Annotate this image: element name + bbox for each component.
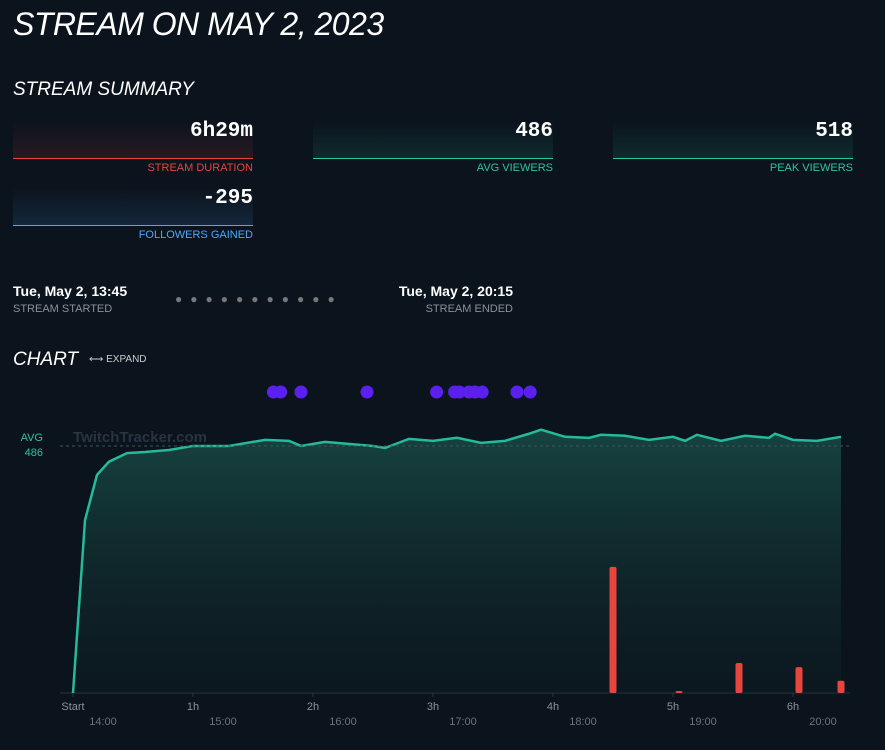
- stat-value: 486: [515, 120, 553, 143]
- end: Tue, May 2, 20:15 STREAM ENDED: [399, 283, 513, 315]
- stat: 518 PEAK VIEWERS: [613, 120, 853, 174]
- x-time-label: 17:00: [449, 716, 477, 728]
- stat-value: 6h29m: [189, 120, 253, 143]
- x-tick-label: 4h: [547, 701, 559, 713]
- stat-label: STREAM DURATION: [147, 162, 253, 174]
- x-tick-label: 5h: [667, 701, 679, 713]
- avg-label: AVG: [21, 432, 43, 444]
- event: [510, 385, 524, 399]
- start: Tue, May 2, 13:45 STREAM STARTED: [13, 283, 127, 315]
- watermark: TwitchTracker.com: [73, 429, 207, 446]
- x-time-label: 19:00: [689, 716, 717, 728]
- event: [294, 385, 308, 399]
- x-time-label: 18:00: [569, 716, 597, 728]
- chart-heading: CHART: [13, 349, 79, 370]
- stat-label: FOLLOWERS GAINED: [138, 229, 253, 241]
- event: [475, 385, 489, 399]
- event: [430, 385, 444, 399]
- bar: [609, 566, 617, 693]
- x-time-label: 20:00: [809, 716, 837, 728]
- stat: 6h29m STREAM DURATION: [13, 120, 253, 174]
- event: [452, 385, 466, 399]
- page-title: STREAM ON MAY 2, 2023: [13, 6, 384, 42]
- event: [360, 385, 374, 399]
- stat-label: AVG VIEWERS: [476, 162, 553, 174]
- summary-heading: STREAM SUMMARY: [13, 79, 194, 100]
- bar: [837, 680, 845, 693]
- x-tick-label: 3h: [427, 701, 439, 713]
- bar: [675, 690, 683, 693]
- stat: 486 AVG VIEWERS: [313, 120, 553, 174]
- area: [73, 429, 841, 693]
- viewer-line: [71, 428, 842, 694]
- expand-button[interactable]: ⟷ EXPAND: [89, 354, 147, 365]
- x-tick-label: 6h: [787, 701, 799, 713]
- x-tick-label: Start: [61, 701, 84, 713]
- x-time-label: 15:00: [209, 716, 237, 728]
- stat-label: PEAK VIEWERS: [769, 162, 853, 174]
- event: [523, 385, 537, 399]
- event: [274, 385, 288, 399]
- x-tick-label: 2h: [307, 701, 319, 713]
- start-label: STREAM STARTED: [13, 303, 113, 315]
- expand-label: EXPAND: [106, 354, 147, 365]
- chart: TwitchTracker.com AVG 486 Start 1h 2h 3h 4h 5h 6h…: [21, 385, 850, 728]
- start-time: Tue, May 2, 13:45: [13, 283, 128, 299]
- bar: [735, 663, 743, 693]
- x-tick-label: 1h: [187, 701, 199, 713]
- end-label: STREAM ENDED: [425, 303, 513, 315]
- timeline-dots: ●●●●●●●●●●●: [175, 292, 343, 306]
- stat: -295 FOLLOWERS GAINED: [13, 187, 253, 241]
- stat-value: -295: [202, 187, 253, 210]
- stat-value: 518: [815, 120, 853, 143]
- x-time-label: 16:00: [329, 716, 357, 728]
- x-time-label: 14:00: [89, 716, 117, 728]
- avg-value: 486: [25, 447, 43, 459]
- bar: [795, 667, 803, 693]
- end-time: Tue, May 2, 20:15: [398, 283, 513, 299]
